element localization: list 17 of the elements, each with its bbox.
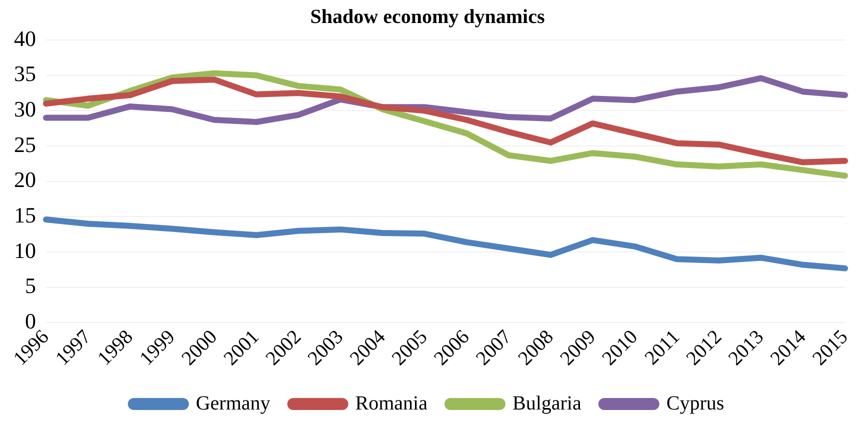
chart-title: Shadow economy dynamics — [310, 6, 545, 28]
legend-label: Germany — [196, 392, 270, 414]
y-tick-label: 35 — [14, 61, 36, 86]
legend-label: Bulgaria — [512, 392, 582, 414]
y-tick-label: 25 — [14, 132, 36, 157]
x-tick-label: 2001 — [220, 326, 264, 370]
y-tick-label: 10 — [14, 238, 36, 263]
y-tick-label: 20 — [14, 167, 36, 192]
y-tick-label: 15 — [14, 202, 36, 228]
x-tick-label: 2011 — [640, 326, 684, 370]
y-tick-label: 40 — [14, 26, 36, 51]
y-tick-label: 5 — [25, 273, 36, 298]
x-tick-label: 1999 — [136, 326, 180, 370]
legend-label: Cyprus — [666, 392, 724, 414]
y-tick-label: 30 — [14, 96, 36, 122]
y-tick-label: 0 — [25, 308, 36, 334]
legend-label: Romania — [355, 392, 428, 414]
